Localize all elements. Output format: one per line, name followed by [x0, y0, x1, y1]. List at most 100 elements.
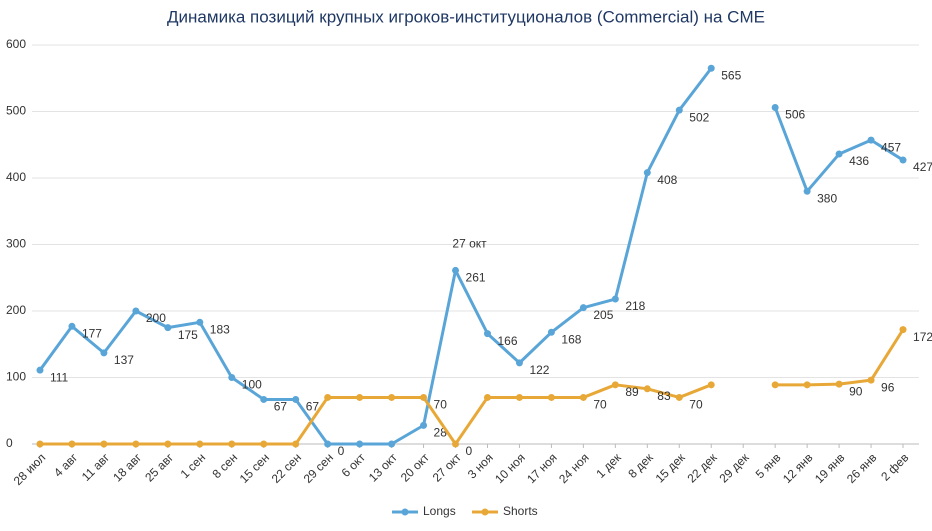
- legend-marker: [401, 508, 409, 516]
- point: [356, 440, 364, 448]
- x-tick-label: 29 сен: [301, 450, 336, 485]
- data-label: 67: [274, 400, 288, 414]
- data-label: 218: [625, 299, 645, 313]
- point: [132, 440, 140, 448]
- point: [771, 381, 779, 389]
- data-label: 67: [306, 400, 320, 414]
- point: [579, 304, 587, 312]
- data-label: 90: [849, 384, 863, 398]
- x-tick-label: 8 дек: [625, 450, 656, 481]
- x-tick-label: 5 янв: [753, 450, 784, 481]
- x-tick-label: 22 сен: [269, 450, 304, 485]
- y-tick-label: 200: [6, 303, 26, 317]
- point: [36, 366, 44, 374]
- x-tick-label: 17 ноя: [524, 450, 560, 486]
- x-tick-label: 24 ноя: [556, 450, 592, 486]
- data-label: 89: [625, 385, 639, 399]
- y-tick-label: 400: [6, 170, 26, 184]
- data-label: 70: [593, 398, 607, 412]
- annotation: 27 окт: [452, 237, 487, 251]
- x-tick-label: 27 окт: [430, 450, 464, 484]
- point: [867, 136, 875, 144]
- data-label: 172: [913, 330, 932, 344]
- point: [611, 381, 619, 389]
- point: [68, 440, 76, 448]
- x-tick-label: 1 сен: [178, 450, 209, 481]
- point: [420, 421, 428, 429]
- data-label: 100: [242, 378, 262, 392]
- point: [292, 395, 300, 403]
- data-label: 175: [178, 328, 198, 342]
- x-tick-label: 20 окт: [398, 450, 432, 484]
- chart-title: Динамика позиций крупных игроков-институ…: [167, 7, 765, 26]
- point: [356, 393, 364, 401]
- legend-label: Shorts: [503, 504, 538, 518]
- point: [452, 440, 460, 448]
- point: [36, 440, 44, 448]
- data-label: 183: [210, 322, 230, 336]
- data-label: 70: [689, 398, 703, 412]
- x-tick-label: 15 сен: [237, 450, 272, 485]
- x-tick-label: 29 дек: [716, 450, 752, 486]
- data-label: 0: [338, 444, 345, 458]
- point: [835, 380, 843, 388]
- point: [292, 440, 300, 448]
- data-label: 427: [913, 160, 932, 174]
- data-label: 436: [849, 154, 869, 168]
- data-label: 506: [785, 108, 805, 122]
- y-tick-label: 300: [6, 237, 26, 251]
- point: [228, 374, 236, 381]
- x-tick-label: 18 авг: [110, 450, 144, 484]
- point: [100, 349, 108, 357]
- point: [643, 385, 651, 393]
- y-tick-label: 0: [6, 436, 13, 450]
- point: [547, 328, 555, 336]
- data-label: 137: [114, 353, 134, 367]
- data-label: 168: [561, 332, 581, 346]
- point: [547, 393, 555, 401]
- x-tick-label: 12 янв: [780, 450, 815, 485]
- point: [611, 295, 619, 303]
- data-label: 205: [593, 308, 613, 322]
- data-label: 261: [466, 271, 486, 285]
- data-label: 122: [529, 363, 549, 377]
- point: [260, 395, 268, 403]
- point: [388, 440, 396, 448]
- x-tick-label: 11 авг: [79, 450, 113, 484]
- point: [707, 381, 715, 389]
- point: [515, 359, 523, 367]
- data-label: 177: [82, 326, 102, 340]
- point: [260, 440, 268, 448]
- point: [675, 393, 683, 401]
- data-label: 502: [689, 110, 709, 124]
- point: [803, 381, 811, 389]
- x-tick-label: 13 окт: [366, 450, 400, 484]
- data-label: 96: [881, 380, 895, 394]
- x-tick-label: 15 дек: [653, 450, 689, 486]
- y-tick-label: 500: [6, 104, 26, 118]
- point: [164, 324, 172, 332]
- x-tick-label: 25 авг: [142, 450, 176, 484]
- point: [100, 440, 108, 448]
- y-tick-label: 600: [6, 37, 26, 51]
- point: [899, 326, 907, 334]
- x-tick-label: 2 фев: [878, 450, 911, 483]
- point: [707, 64, 715, 72]
- point: [483, 330, 491, 338]
- point: [196, 440, 204, 448]
- point: [388, 393, 396, 401]
- y-tick-label: 100: [6, 370, 26, 384]
- point: [515, 393, 523, 401]
- point: [228, 440, 236, 448]
- point: [196, 318, 204, 326]
- point: [452, 266, 460, 274]
- point: [420, 393, 428, 401]
- x-tick-label: 19 янв: [812, 450, 847, 485]
- point: [324, 393, 332, 401]
- data-label: 565: [721, 68, 741, 82]
- legend-label: Longs: [423, 504, 456, 518]
- point: [675, 106, 683, 114]
- point: [483, 393, 491, 401]
- point: [68, 322, 76, 330]
